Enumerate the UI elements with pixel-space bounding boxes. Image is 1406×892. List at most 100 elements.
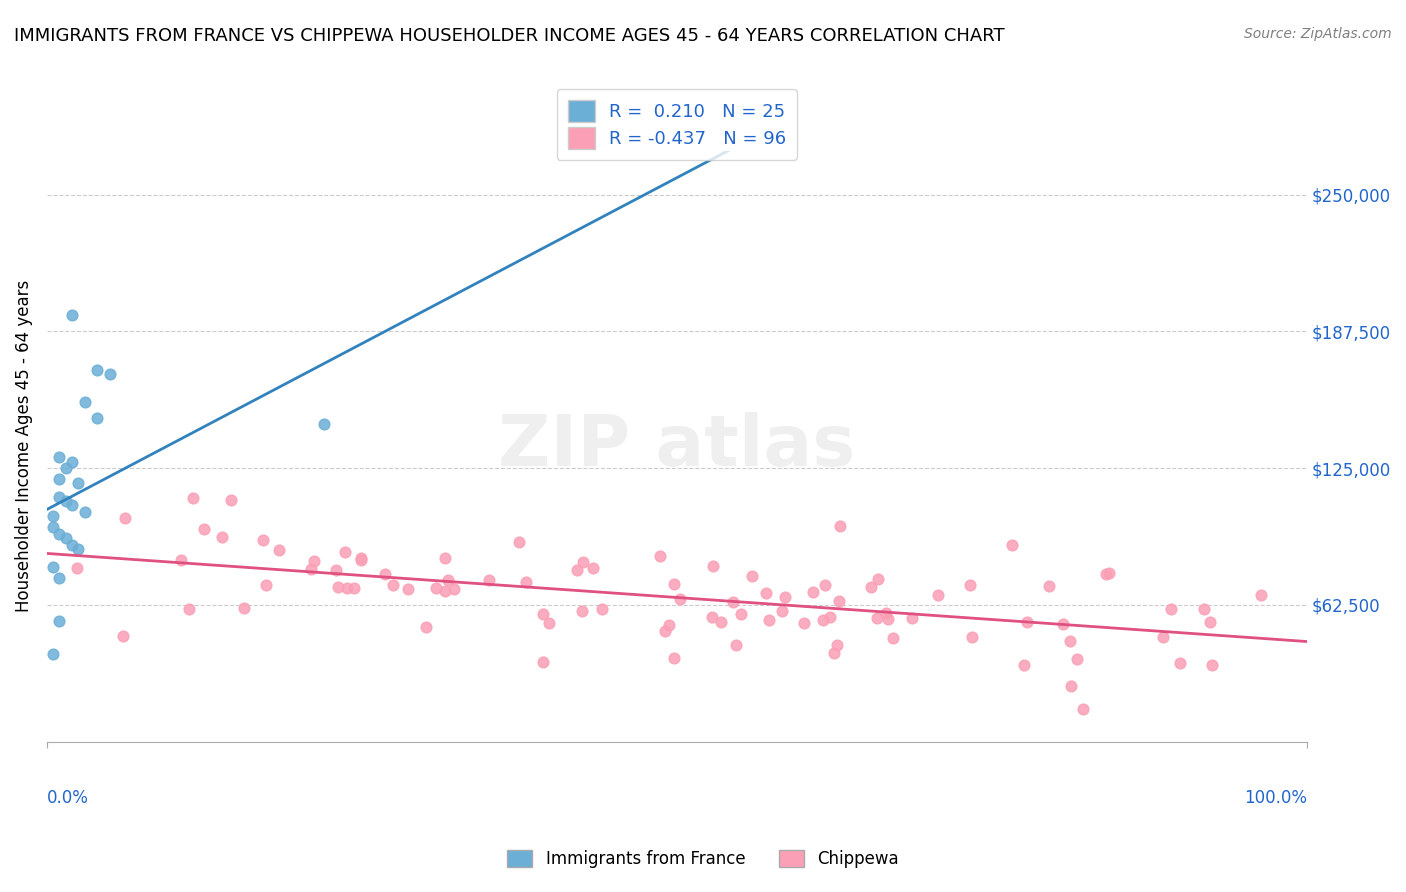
Point	[60, 308, 83, 322]
Point	[60, 538, 83, 552]
Point	[86, 410, 108, 425]
Point	[179, 601, 201, 615]
Point	[48, 450, 70, 465]
Point	[211, 530, 233, 544]
Point	[325, 563, 347, 577]
Point	[1168, 657, 1191, 671]
Legend: R =  0.210   N = 25, R = -0.437   N = 96: R = 0.210 N = 25, R = -0.437 N = 96	[557, 89, 797, 160]
Point	[721, 595, 744, 609]
Point	[508, 535, 530, 549]
Point	[724, 639, 747, 653]
Point	[710, 615, 733, 630]
Point	[219, 493, 242, 508]
Point	[882, 631, 904, 645]
Point	[901, 611, 924, 625]
Point	[1153, 631, 1175, 645]
Point	[335, 545, 357, 559]
Point	[700, 610, 723, 624]
Point	[42, 520, 65, 534]
Text: 0.0%: 0.0%	[46, 789, 89, 807]
Point	[86, 362, 108, 376]
Point	[1052, 616, 1074, 631]
Point	[66, 561, 89, 575]
Point	[314, 417, 336, 432]
Point	[1073, 702, 1095, 716]
Point	[55, 461, 77, 475]
Text: Source: ZipAtlas.com: Source: ZipAtlas.com	[1244, 27, 1392, 41]
Point	[1015, 615, 1038, 629]
Point	[582, 560, 605, 574]
Point	[343, 581, 366, 595]
Point	[662, 650, 685, 665]
Point	[868, 572, 890, 586]
Point	[326, 581, 349, 595]
Point	[434, 584, 457, 599]
Point	[591, 601, 613, 615]
Point	[531, 655, 554, 669]
Point	[67, 542, 90, 557]
Point	[758, 613, 780, 627]
Point	[48, 472, 70, 486]
Point	[572, 555, 595, 569]
Point	[42, 559, 65, 574]
Point	[415, 620, 437, 634]
Text: 100.0%: 100.0%	[1244, 789, 1308, 807]
Text: IMMIGRANTS FROM FRANCE VS CHIPPEWA HOUSEHOLDER INCOME AGES 45 - 64 YEARS CORRELA: IMMIGRANTS FROM FRANCE VS CHIPPEWA HOUSE…	[14, 27, 1005, 45]
Point	[1001, 539, 1024, 553]
Point	[42, 647, 65, 661]
Point	[860, 580, 883, 594]
Point	[181, 491, 204, 506]
Point	[658, 618, 681, 632]
Point	[773, 590, 796, 604]
Point	[114, 510, 136, 524]
Point	[396, 582, 419, 596]
Point	[42, 509, 65, 524]
Point	[67, 476, 90, 491]
Point	[702, 559, 724, 574]
Point	[741, 569, 763, 583]
Y-axis label: Householder Income Ages 45 - 64 years: Householder Income Ages 45 - 64 years	[15, 280, 32, 612]
Point	[1098, 566, 1121, 581]
Point	[48, 614, 70, 628]
Point	[959, 578, 981, 592]
Point	[73, 395, 96, 409]
Point	[793, 615, 815, 630]
Point	[436, 573, 458, 587]
Point	[877, 612, 900, 626]
Point	[256, 578, 278, 592]
Point	[55, 531, 77, 545]
Point	[1038, 578, 1060, 592]
Point	[382, 577, 405, 591]
Point	[1066, 652, 1088, 666]
Point	[823, 646, 845, 660]
Point	[927, 588, 949, 602]
Point	[1060, 679, 1083, 693]
Point	[252, 533, 274, 548]
Point	[1194, 602, 1216, 616]
Point	[1250, 588, 1272, 602]
Point	[571, 604, 593, 618]
Point	[350, 553, 373, 567]
Point	[299, 562, 322, 576]
Point	[813, 578, 835, 592]
Point	[828, 594, 851, 608]
Point	[374, 566, 396, 581]
Point	[193, 521, 215, 535]
Point	[478, 573, 501, 587]
Point	[1201, 658, 1223, 673]
Point	[267, 542, 290, 557]
Point	[60, 454, 83, 468]
Point	[654, 624, 676, 638]
Point	[875, 606, 897, 620]
Point	[567, 563, 589, 577]
Point	[425, 581, 447, 595]
Point	[73, 505, 96, 519]
Point	[60, 498, 83, 512]
Point	[48, 526, 70, 541]
Point	[730, 607, 752, 622]
Point	[98, 367, 121, 381]
Point	[433, 550, 456, 565]
Point	[55, 494, 77, 508]
Point	[960, 630, 983, 644]
Point	[830, 518, 852, 533]
